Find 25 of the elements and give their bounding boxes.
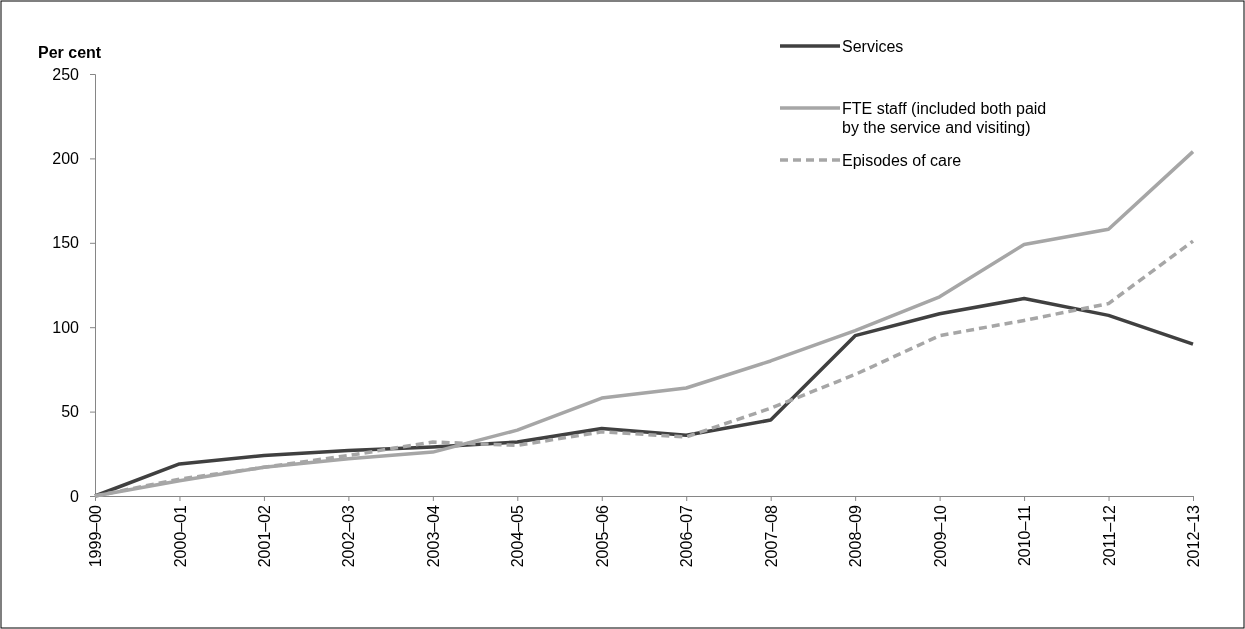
x-tick-label: 2003–04 (424, 504, 442, 568)
y-tick-label: 100 (52, 318, 80, 336)
x-tick-label: 2011–12 (1100, 504, 1118, 567)
x-tick-label: 2012–13 (1185, 504, 1203, 568)
x-tick-label: 2007–08 (762, 504, 780, 568)
y-axis-title: Per cent (38, 44, 102, 61)
x-tick-label: 2005–06 (593, 504, 611, 568)
x-tick-label: 2006–07 (678, 504, 696, 568)
line-series (93, 296, 1195, 498)
x-tick-label: 2010–11 (1016, 504, 1034, 567)
legend-label: Episodes of care (842, 151, 962, 169)
y-tick-label: 250 (52, 65, 80, 83)
legend-label: FTE staff (included both paid by the service and visiting) (842, 99, 1047, 136)
y-tick-label: 150 (52, 234, 80, 252)
x-tick-label: 2004–05 (509, 504, 527, 568)
x-tick-label: 2009–10 (931, 504, 949, 568)
y-tick-label: 0 (70, 487, 80, 505)
legend-label: Services (842, 37, 904, 55)
x-tick-label: 2000–01 (171, 504, 189, 568)
y-tick-label: 50 (61, 403, 80, 421)
y-tick-label: 200 (52, 150, 80, 168)
x-tick-label: 1999–00 (87, 504, 105, 568)
x-tick-label: 2008–09 (847, 504, 865, 568)
x-tick-label: 2001–02 (256, 504, 274, 568)
x-tick-label: 2002–03 (340, 504, 358, 568)
